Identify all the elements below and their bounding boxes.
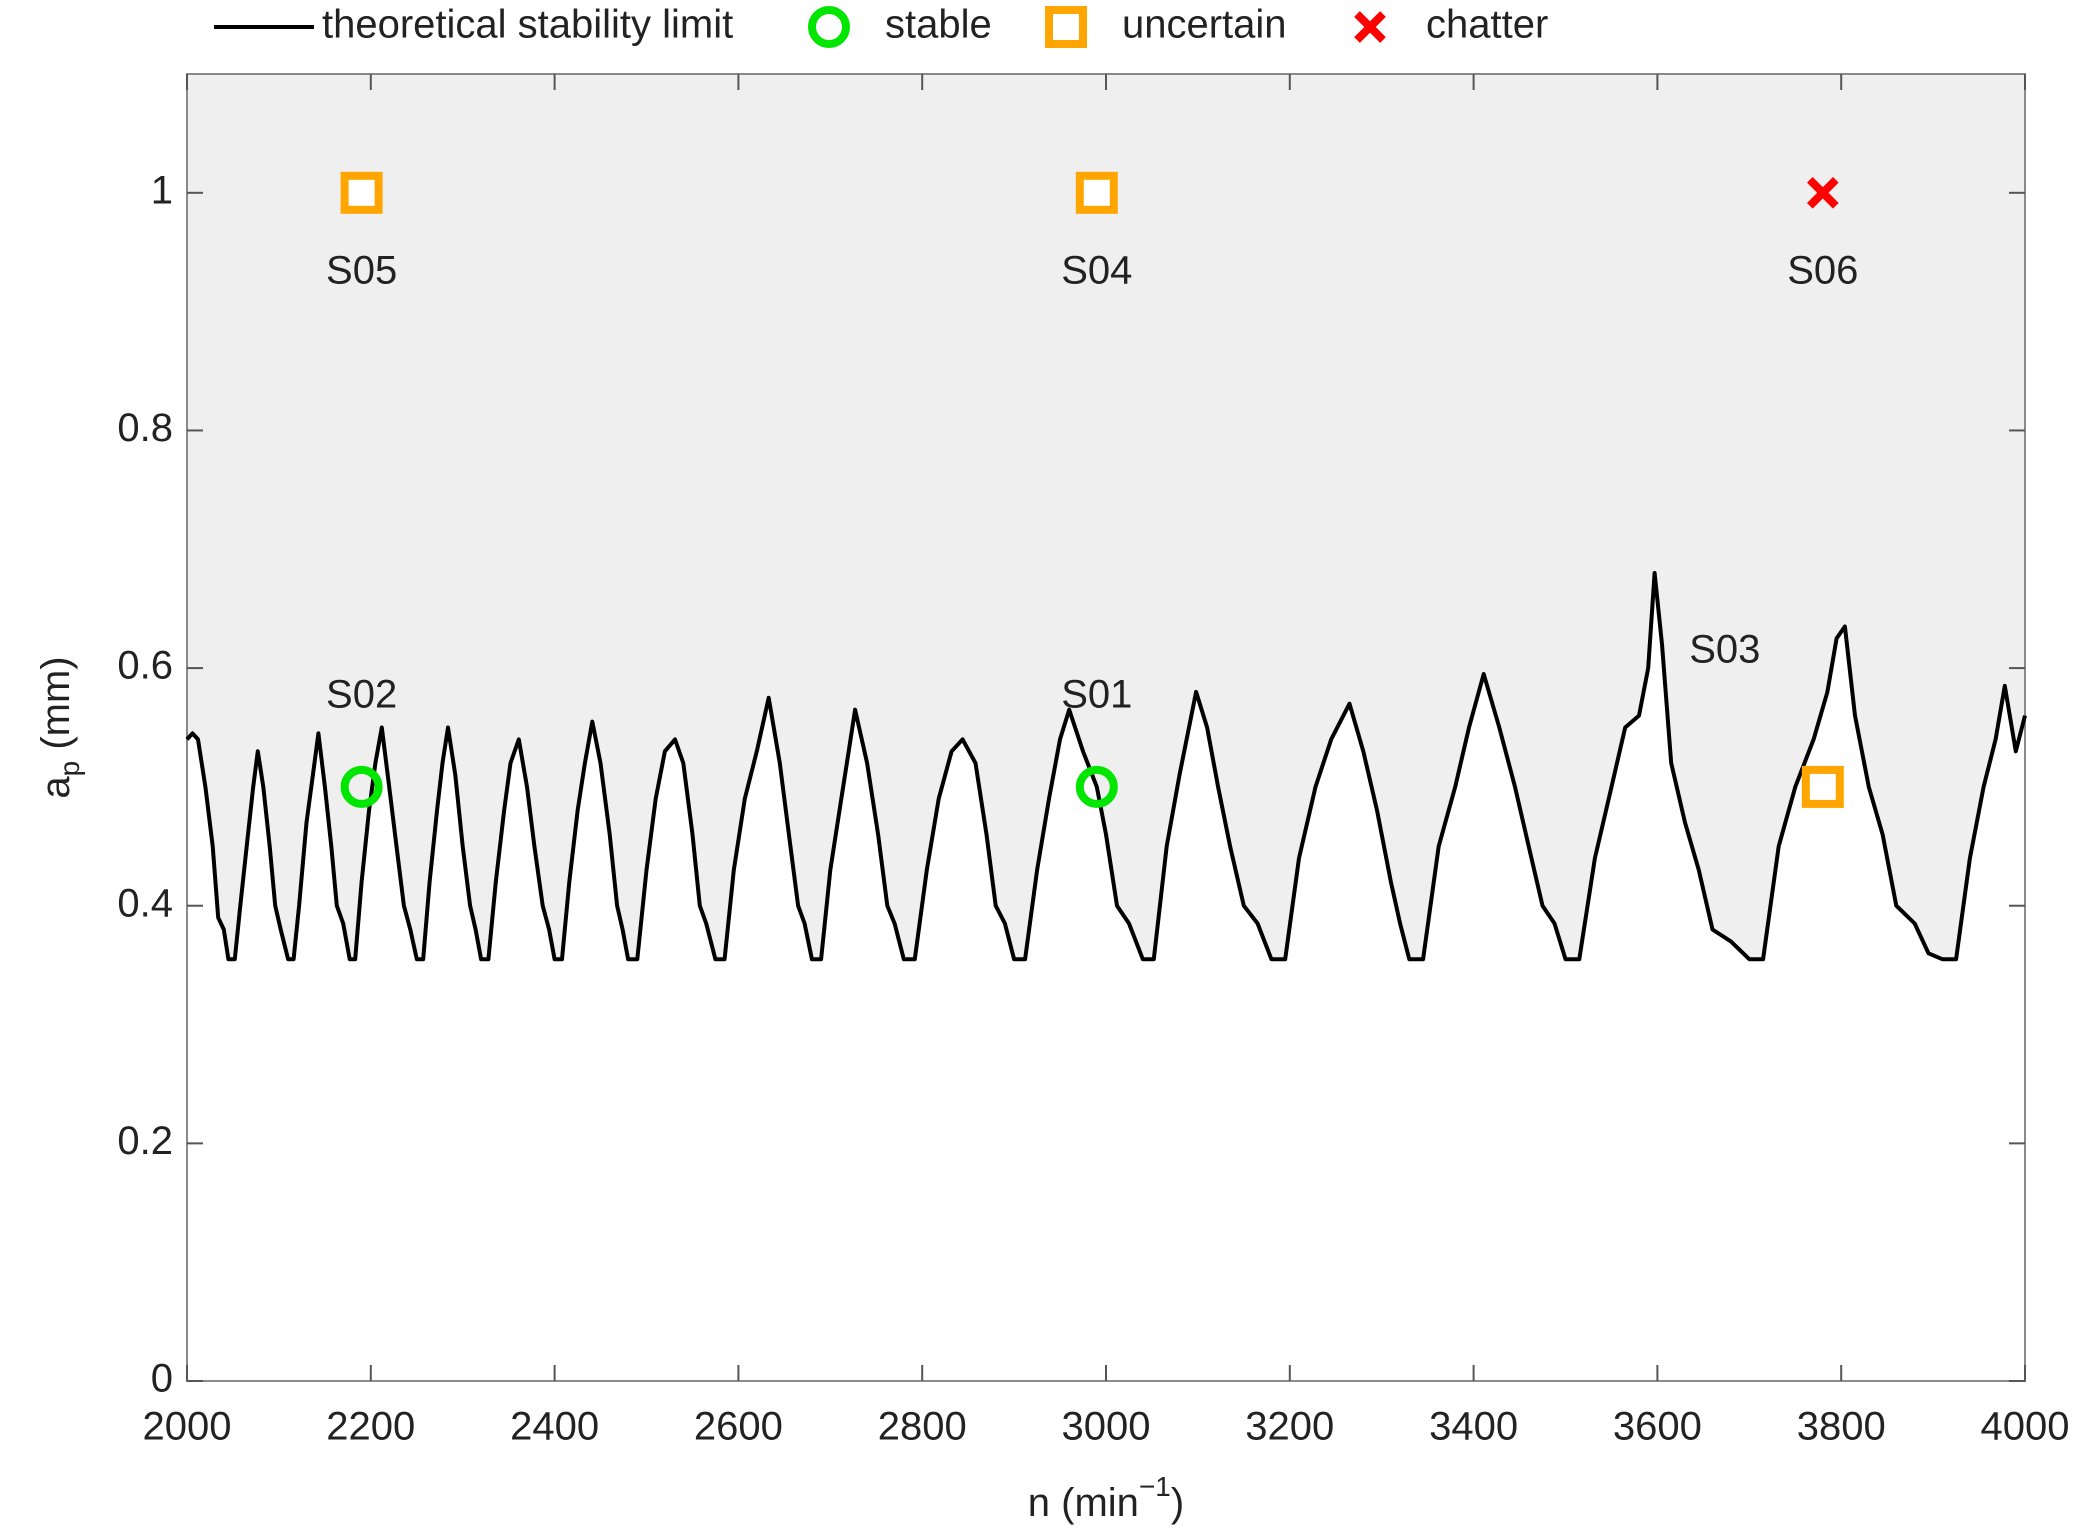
point-stable xyxy=(1075,765,1118,808)
point-label: S03 xyxy=(1689,627,1760,671)
x-tick-label: 3800 xyxy=(1797,1405,1886,1449)
y-axis-label-sub: p xyxy=(54,761,85,777)
x-tick-label: 3400 xyxy=(1429,1405,1518,1449)
x-tick-label: 3200 xyxy=(1245,1405,1334,1449)
legend-marker xyxy=(1354,11,1386,43)
point-label: S06 xyxy=(1787,248,1858,292)
point-label: S02 xyxy=(326,672,397,716)
region-above-limit xyxy=(187,74,2025,960)
legend-label: stable xyxy=(885,3,992,47)
point-label: S05 xyxy=(326,248,397,292)
y-tick-label: 0 xyxy=(151,1357,173,1401)
x-axis-label-sup: −1 xyxy=(1139,1471,1171,1502)
y-tick-label: 0.6 xyxy=(117,644,173,688)
x-tick-label: 4000 xyxy=(1981,1405,2070,1449)
point-uncertain xyxy=(1075,171,1118,214)
legend-label: chatter xyxy=(1426,3,1548,47)
y-tick-label: 0.8 xyxy=(117,406,173,450)
x-tick-label: 2400 xyxy=(510,1405,599,1449)
y-axis-label-part: a xyxy=(34,776,78,799)
x-tick-label: 3600 xyxy=(1613,1405,1702,1449)
y-tick-label: 1 xyxy=(151,168,173,212)
point-uncertain xyxy=(340,171,383,214)
y-tick-label: 0.4 xyxy=(117,881,173,925)
point-chatter xyxy=(1806,176,1839,209)
x-tick-label: 2600 xyxy=(694,1405,783,1449)
x-axis-label-part: n (min xyxy=(1028,1481,1139,1525)
point-chatter-stroke xyxy=(1806,176,1839,209)
y-axis-label: ap (mm) xyxy=(34,656,86,798)
legend-marker-stroke xyxy=(1354,11,1386,43)
point-label: S01 xyxy=(1061,672,1132,716)
point-label: S04 xyxy=(1061,248,1132,292)
point-uncertain xyxy=(1801,765,1844,808)
y-tick-label: 0.2 xyxy=(117,1119,173,1163)
legend-label: uncertain xyxy=(1122,3,1287,47)
x-tick-label: 2200 xyxy=(326,1405,415,1449)
legend-marker xyxy=(1045,6,1087,48)
legend-marker xyxy=(808,6,850,48)
x-tick-label: 2000 xyxy=(143,1405,232,1449)
x-axis-label-part: ) xyxy=(1171,1481,1184,1525)
y-axis-label-part: (mm) xyxy=(34,656,78,760)
x-axis-label: n (min−1) xyxy=(1028,1471,1184,1524)
legend-label: theoretical stability limit xyxy=(322,3,733,47)
x-tick-label: 3000 xyxy=(1062,1405,1151,1449)
x-tick-label: 2800 xyxy=(878,1405,967,1449)
point-stable xyxy=(340,765,383,808)
